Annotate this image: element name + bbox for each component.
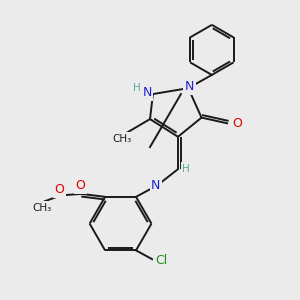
Text: H: H (133, 82, 141, 93)
Text: CH₃: CH₃ (112, 134, 132, 144)
Text: N: N (185, 80, 194, 93)
Text: Cl: Cl (155, 254, 167, 267)
Text: O: O (55, 183, 64, 196)
Text: N: N (142, 86, 152, 99)
Text: O: O (232, 117, 242, 130)
Text: N: N (151, 179, 160, 192)
Text: O: O (75, 179, 85, 192)
Text: CH₃: CH₃ (32, 203, 51, 213)
Text: H: H (182, 164, 190, 174)
